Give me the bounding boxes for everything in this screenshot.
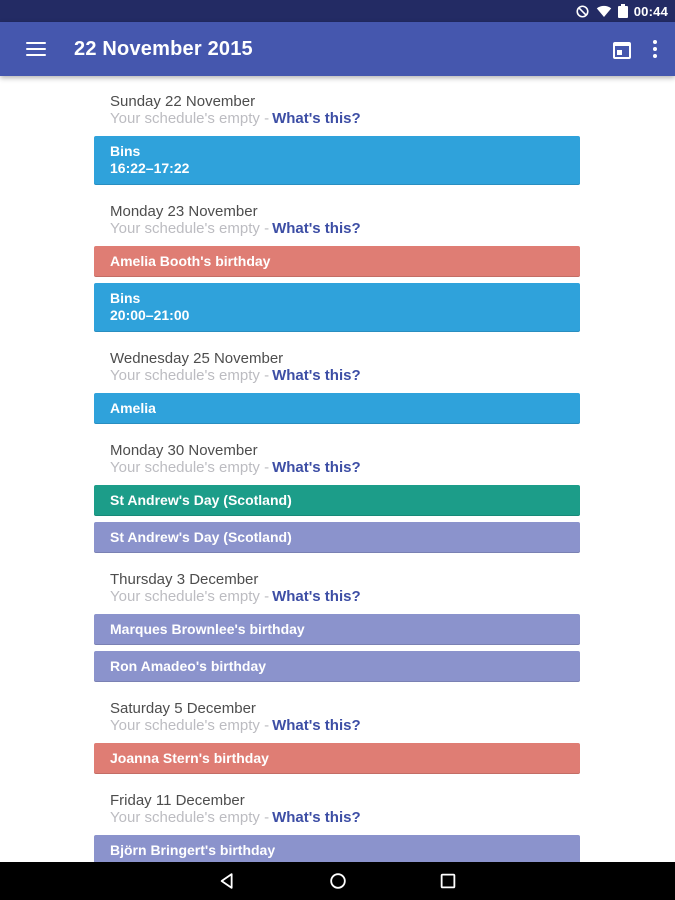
whats-this-link[interactable]: What's this? xyxy=(272,110,361,127)
day-events: St Andrew's Day (Scotland) St Andrew's D… xyxy=(94,485,580,553)
agenda-list[interactable]: Sunday 22 November Your schedule's empty… xyxy=(0,76,675,862)
event-title: St Andrew's Day (Scotland) xyxy=(110,529,292,545)
day-section: Wednesday 25 November Your schedule's em… xyxy=(94,350,580,424)
whats-this-link[interactable]: What's this? xyxy=(272,809,361,826)
day-header: Monday 30 November Your schedule's empty… xyxy=(94,442,580,476)
empty-text: Your schedule's empty - xyxy=(110,367,270,384)
day-events: Bins 16:22–17:22 xyxy=(94,136,580,185)
calendar-today-icon[interactable] xyxy=(613,40,631,59)
event-title: Joanna Stern's birthday xyxy=(110,750,269,766)
event-time: 20:00–21:00 xyxy=(110,307,190,323)
day-section: Monday 30 November Your schedule's empty… xyxy=(94,442,580,553)
day-header: Monday 23 November Your schedule's empty… xyxy=(94,203,580,237)
event-card[interactable]: St Andrew's Day (Scotland) xyxy=(94,485,580,516)
menu-icon[interactable] xyxy=(26,39,50,59)
status-bar: 00:44 xyxy=(0,0,675,22)
empty-text: Your schedule's empty - xyxy=(110,809,270,826)
day-date: Sunday 22 November xyxy=(110,93,256,110)
day-events: Amelia Booth's birthday Bins 20:00–21:00 xyxy=(94,246,580,332)
day-section: Thursday 3 December Your schedule's empt… xyxy=(94,571,580,682)
day-events: Joanna Stern's birthday xyxy=(94,743,580,774)
whats-this-link[interactable]: What's this? xyxy=(272,367,361,384)
whats-this-link[interactable]: What's this? xyxy=(272,459,361,476)
event-card[interactable]: Bins 16:22–17:22 xyxy=(94,136,580,185)
event-card[interactable]: Björn Bringert's birthday xyxy=(94,835,580,862)
day-empty-row: Your schedule's empty - What's this? xyxy=(110,809,580,826)
day-events: Björn Bringert's birthday xyxy=(94,835,580,862)
event-title: Ron Amadeo's birthday xyxy=(110,658,267,674)
event-title: Bins xyxy=(110,290,141,306)
day-header: Sunday 22 November Your schedule's empty… xyxy=(94,93,580,127)
whats-this-link[interactable]: What's this? xyxy=(272,220,361,237)
day-empty-row: Your schedule's empty - What's this? xyxy=(110,367,580,384)
empty-text: Your schedule's empty - xyxy=(110,220,270,237)
day-date: Wednesday 25 November xyxy=(110,350,284,367)
event-title: Amelia xyxy=(110,400,156,416)
day-date: Monday 23 November xyxy=(110,203,258,220)
empty-text: Your schedule's empty - xyxy=(110,459,270,476)
page-title: 22 November 2015 xyxy=(74,37,253,60)
event-card[interactable]: Amelia xyxy=(94,393,580,424)
event-time: 16:22–17:22 xyxy=(110,160,190,176)
event-title: St Andrew's Day (Scotland) xyxy=(110,492,292,508)
day-section: Friday 11 December Your schedule's empty… xyxy=(94,792,580,862)
day-section: Saturday 5 December Your schedule's empt… xyxy=(94,700,580,774)
day-header: Friday 11 December Your schedule's empty… xyxy=(94,792,580,826)
event-title: Bins xyxy=(110,143,141,159)
wifi-icon xyxy=(596,4,612,18)
status-time: 00:44 xyxy=(633,3,668,19)
app-bar-actions xyxy=(613,40,657,59)
event-card[interactable]: Marques Brownlee's birthday xyxy=(94,614,580,645)
home-icon[interactable] xyxy=(328,871,348,891)
event-card[interactable]: St Andrew's Day (Scotland) xyxy=(94,522,580,553)
day-header: Saturday 5 December Your schedule's empt… xyxy=(94,700,580,734)
event-card[interactable]: Bins 20:00–21:00 xyxy=(94,283,580,332)
recents-icon[interactable] xyxy=(438,871,458,891)
day-header: Thursday 3 December Your schedule's empt… xyxy=(94,571,580,605)
day-empty-row: Your schedule's empty - What's this? xyxy=(110,110,580,127)
day-section: Monday 23 November Your schedule's empty… xyxy=(94,203,580,332)
empty-text: Your schedule's empty - xyxy=(110,110,270,127)
whats-this-link[interactable]: What's this? xyxy=(272,588,361,605)
event-title: Marques Brownlee's birthday xyxy=(110,621,305,637)
day-date: Monday 30 November xyxy=(110,442,258,459)
day-empty-row: Your schedule's empty - What's this? xyxy=(110,220,580,237)
day-empty-row: Your schedule's empty - What's this? xyxy=(110,717,580,734)
event-title: Björn Bringert's birthday xyxy=(110,842,276,858)
day-events: Marques Brownlee's birthday Ron Amadeo's… xyxy=(94,614,580,682)
back-icon[interactable] xyxy=(218,871,238,891)
day-date: Saturday 5 December xyxy=(110,700,256,717)
day-header: Wednesday 25 November Your schedule's em… xyxy=(94,350,580,384)
event-card[interactable]: Ron Amadeo's birthday xyxy=(94,651,580,682)
empty-text: Your schedule's empty - xyxy=(110,717,270,734)
whats-this-link[interactable]: What's this? xyxy=(272,717,361,734)
battery-icon xyxy=(617,3,628,19)
day-date: Thursday 3 December xyxy=(110,571,259,588)
app-bar: 22 November 2015 xyxy=(0,22,675,76)
overflow-menu-icon[interactable] xyxy=(653,40,657,58)
day-events: Amelia xyxy=(94,393,580,424)
day-empty-row: Your schedule's empty - What's this? xyxy=(110,588,580,605)
day-date: Friday 11 December xyxy=(110,792,245,809)
event-card[interactable]: Joanna Stern's birthday xyxy=(94,743,580,774)
navigation-bar xyxy=(0,862,675,900)
day-section: Sunday 22 November Your schedule's empty… xyxy=(94,93,580,185)
day-empty-row: Your schedule's empty - What's this? xyxy=(110,459,580,476)
event-card[interactable]: Amelia Booth's birthday xyxy=(94,246,580,277)
do-not-disturb-icon xyxy=(575,4,590,19)
event-title: Amelia Booth's birthday xyxy=(110,253,271,269)
empty-text: Your schedule's empty - xyxy=(110,588,270,605)
